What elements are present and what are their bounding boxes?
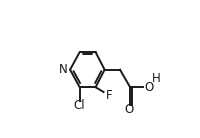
Text: H: H bbox=[151, 72, 160, 85]
Text: N: N bbox=[59, 63, 67, 76]
Text: O: O bbox=[144, 81, 153, 94]
Text: F: F bbox=[106, 89, 112, 102]
Text: Cl: Cl bbox=[74, 99, 85, 112]
Text: O: O bbox=[124, 103, 134, 116]
